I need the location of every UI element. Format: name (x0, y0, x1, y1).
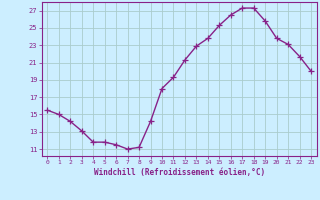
X-axis label: Windchill (Refroidissement éolien,°C): Windchill (Refroidissement éolien,°C) (94, 168, 265, 177)
